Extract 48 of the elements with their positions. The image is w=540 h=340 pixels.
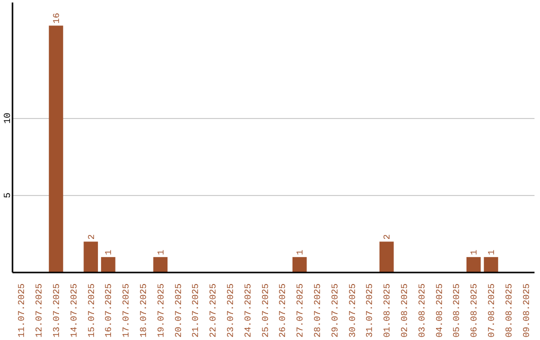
- data-label: 16: [52, 12, 62, 24]
- x-tick-label: 03.08.2025: [417, 283, 428, 338]
- bar: [84, 242, 98, 272]
- bar: [292, 257, 307, 272]
- y-tick-label: 5: [2, 192, 13, 198]
- x-tick-label: 07.08.2025: [487, 283, 497, 338]
- x-tick-label: 09.08.2025: [522, 283, 532, 338]
- bar: [101, 257, 116, 272]
- x-tick-label: 13.07.2025: [52, 283, 62, 338]
- x-tick-label: 22.07.2025: [208, 283, 219, 338]
- x-tick-label: 12.07.2025: [34, 283, 45, 338]
- x-tick-label: 31.07.2025: [365, 283, 376, 338]
- x-tick-label: 05.08.2025: [452, 283, 462, 338]
- data-label: 1: [487, 250, 497, 256]
- bar: [48, 26, 64, 272]
- data-label: 2: [382, 234, 393, 240]
- y-tick-label: 10: [2, 112, 13, 124]
- x-tick-label: 16.07.2025: [104, 283, 114, 338]
- x-tick-label: 30.07.2025: [348, 283, 358, 338]
- x-tick-label: 29.07.2025: [330, 283, 340, 338]
- data-label: 1: [104, 250, 114, 256]
- x-tick-label: 02.08.2025: [400, 283, 410, 338]
- x-tick-label: 15.07.2025: [86, 283, 97, 338]
- x-tick-label: 17.07.2025: [122, 283, 132, 338]
- x-tick-label: 01.08.2025: [382, 283, 393, 338]
- x-tick-label: 11.07.2025: [17, 283, 28, 338]
- x-tick-label: 18.07.2025: [139, 283, 149, 338]
- x-tick-label: 27.07.2025: [296, 283, 306, 338]
- x-tick-label: 24.07.2025: [243, 283, 254, 338]
- x-tick-label: 26.07.2025: [278, 283, 288, 338]
- data-label: 1: [296, 250, 306, 256]
- bar: [153, 257, 168, 272]
- data-label: 1: [470, 250, 480, 256]
- x-tick-label: 20.07.2025: [174, 283, 184, 338]
- x-tick-label: 28.07.2025: [313, 283, 323, 338]
- x-tick-label: 06.08.2025: [470, 283, 480, 338]
- x-tick-label: 14.07.2025: [69, 283, 80, 338]
- data-label: 1: [156, 250, 166, 256]
- bar: [466, 257, 481, 272]
- x-tick-label: 19.07.2025: [156, 283, 166, 338]
- x-tick-label: 08.08.2025: [504, 283, 514, 338]
- bar: [379, 242, 394, 272]
- bar: [484, 257, 498, 272]
- x-tick-label: 04.08.2025: [434, 283, 445, 338]
- x-tick-label: 25.07.2025: [260, 283, 271, 338]
- data-label: 2: [86, 234, 97, 240]
- x-tick-label: 21.07.2025: [191, 283, 202, 338]
- x-tick-label: 23.07.2025: [226, 283, 236, 338]
